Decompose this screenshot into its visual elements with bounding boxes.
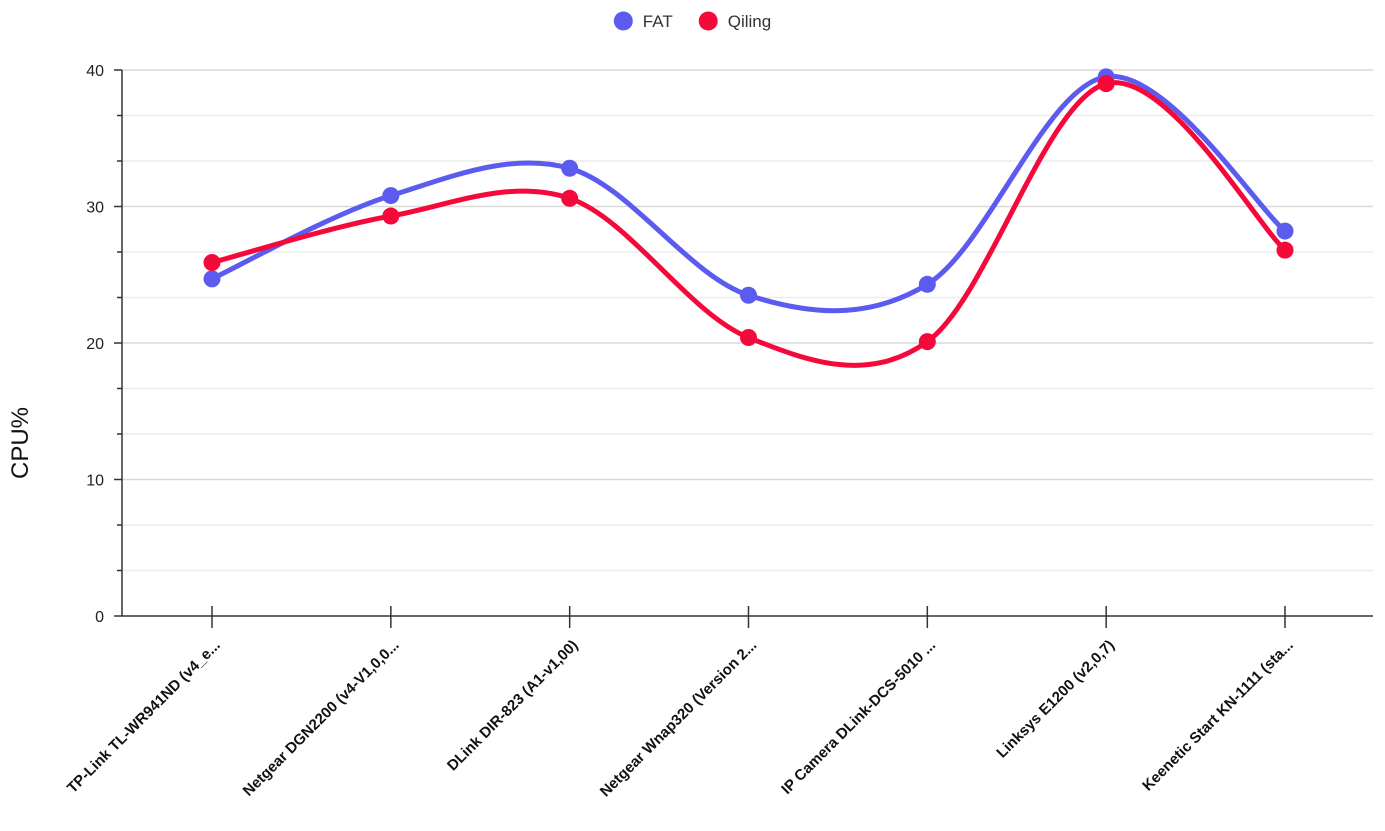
x-tick-label: TP-Link TL-WR941ND (v4_e...: [64, 637, 224, 797]
legend-label-qiling: Qiling: [728, 12, 771, 31]
data-point-fat[interactable]: [382, 187, 400, 205]
y-tick-label: 20: [86, 336, 104, 353]
grid-lines: [122, 69, 1373, 572]
y-tick-label: 40: [86, 63, 104, 80]
data-point-fat[interactable]: [1276, 222, 1294, 240]
data-point-qiling[interactable]: [203, 253, 221, 271]
data-point-qiling[interactable]: [740, 329, 757, 347]
data-point-qiling[interactable]: [918, 333, 936, 351]
legend-item-fat[interactable]: FAT: [613, 11, 673, 32]
y-axis-label: CPU%: [7, 407, 34, 479]
x-tick-label: Linksys E1200 (v2,0,7): [993, 637, 1118, 762]
x-tick-label: Netgear Wnap320 (Version 2...: [597, 637, 761, 801]
data-point-fat[interactable]: [740, 286, 757, 304]
x-tick-label: Netgear DGN2200 (v4-V1,0,0...: [240, 637, 403, 800]
x-tick-label: Keenetic Start KN-1111 (sta...: [1139, 637, 1297, 795]
series-line-fat: [209, 74, 1288, 314]
data-point-qiling[interactable]: [1097, 75, 1115, 93]
series-line-qiling: [209, 80, 1288, 368]
data-points: [203, 68, 1294, 351]
legend-marker-qiling: [698, 11, 718, 31]
data-point-fat[interactable]: [561, 159, 579, 177]
data-point-fat[interactable]: [203, 270, 221, 288]
legend-item-qiling[interactable]: Qiling: [698, 11, 771, 32]
y-tick-label: 30: [86, 200, 104, 217]
data-point-qiling[interactable]: [561, 189, 579, 207]
legend-marker-fat: [613, 11, 633, 31]
data-point-fat[interactable]: [918, 275, 936, 293]
x-tick-label: DLink DIR-823 (A1-v1,00): [444, 637, 582, 775]
y-tick-label: 10: [86, 473, 104, 490]
data-point-qiling[interactable]: [1276, 241, 1294, 259]
legend-label-fat: FAT: [643, 12, 673, 31]
series-lines: [209, 74, 1288, 368]
x-tick-label: IP Camera DLink-DCS-5010 ...: [778, 637, 939, 798]
y-tick-label: 0: [95, 609, 104, 626]
legend: FAT Qiling: [613, 11, 771, 32]
data-point-qiling[interactable]: [382, 207, 400, 225]
